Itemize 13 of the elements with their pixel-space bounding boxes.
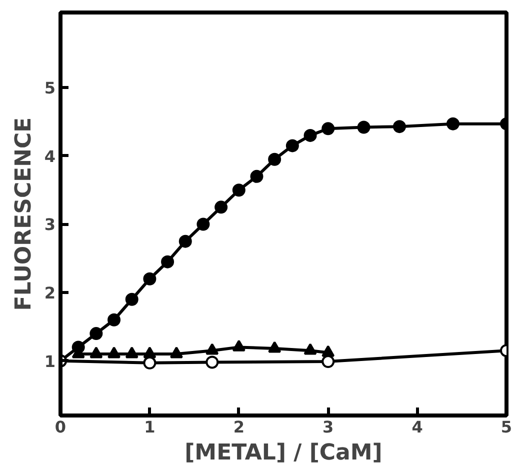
y-tick-label: 5: [44, 78, 56, 98]
y-tick-label: 2: [44, 284, 56, 303]
x-tick-label: 0: [54, 418, 66, 436]
y-tick-label: 4: [44, 146, 56, 166]
y-axis-title: FLUORESCENCE: [11, 117, 36, 311]
y-tick-label: 1: [44, 352, 56, 371]
x-tick-label: 3: [322, 418, 334, 436]
x-axis-title: [METAL] / [CaM]: [184, 440, 382, 466]
x-tick-label: 5: [500, 418, 512, 436]
x-tick-label: 1: [144, 418, 156, 436]
y-tick-label: 3: [44, 215, 56, 234]
x-tick-label: 2: [233, 418, 244, 436]
x-tick-label: 4: [412, 418, 423, 436]
